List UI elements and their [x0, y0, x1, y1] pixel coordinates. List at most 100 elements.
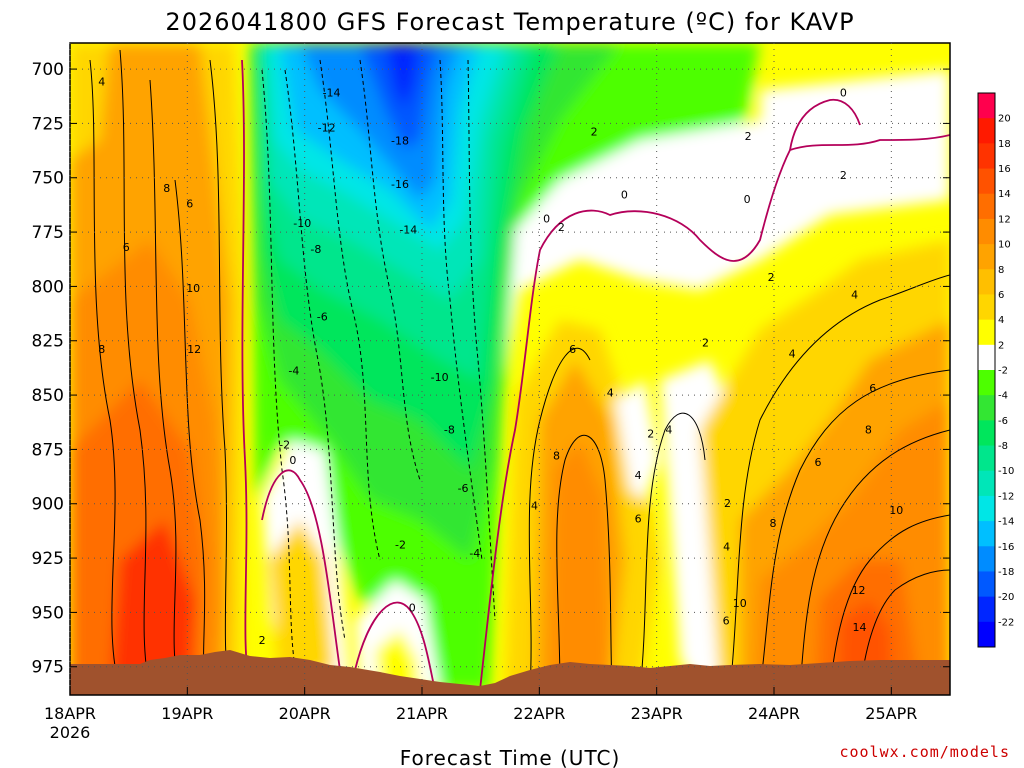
colorbar: 20 18 16 14 12 10 8 6 4 2 -2 -4 -6 -8 -10 -12 -14 -16 -18 -…	[977, 92, 1014, 648]
contour-line	[799, 429, 950, 691]
contour-line	[639, 412, 706, 691]
contour-label: 4	[635, 469, 642, 482]
contour-label: 14	[853, 621, 867, 634]
contour-label: 6	[123, 241, 130, 254]
contour-label: 6	[723, 615, 730, 628]
colorbar-swatch	[978, 244, 995, 270]
contour-line	[209, 59, 231, 691]
freezing-line	[789, 98, 861, 151]
freezing-line	[354, 601, 436, 691]
temperature-fill-regions	[70, 43, 950, 690]
y-tick-label: 700	[32, 60, 64, 80]
credit-text: coolwx.com/models	[839, 743, 1010, 761]
colorbar-swatch	[978, 319, 995, 346]
contour-label: 4	[531, 499, 538, 512]
colorbar-label: -20	[998, 592, 1014, 603]
freezing-line	[241, 59, 251, 691]
colorbar-label: 10	[998, 240, 1011, 251]
colorbar-frame	[977, 92, 996, 648]
x-tick-label: 18APR	[44, 704, 96, 723]
contour-label: 10	[186, 282, 200, 295]
contour-line	[261, 69, 301, 691]
contour-label: 8	[865, 423, 872, 436]
x-tick-label: 25APR	[865, 704, 917, 723]
contour-line	[467, 59, 496, 621]
x-axis-label: Forecast Time (UTC)	[400, 746, 621, 768]
contour-label: -18	[391, 134, 409, 147]
colorbar-label: -16	[998, 542, 1014, 553]
contour-line	[528, 347, 591, 691]
contour-line	[119, 49, 151, 691]
x-tick-label: 19APR	[161, 704, 213, 723]
contour-label: -2	[279, 439, 290, 452]
contour-label: 2	[840, 169, 847, 182]
colorbar-swatch	[978, 344, 995, 371]
contour-label: 0	[543, 213, 550, 226]
colorbar-swatch	[978, 294, 995, 321]
y-tick-label: 875	[32, 440, 64, 460]
contour-line	[174, 179, 206, 691]
contour-line	[829, 514, 950, 691]
contour-label: 12	[852, 584, 866, 597]
fill-east-warm-3	[550, 440, 610, 690]
contour-line	[359, 59, 421, 481]
colorbar-label: -22	[998, 617, 1014, 628]
contour-line	[759, 369, 950, 691]
contour-label: -14	[399, 223, 417, 236]
colorbar-label: 16	[998, 164, 1011, 175]
colorbar-label: -6	[998, 416, 1008, 427]
contour-line	[556, 435, 613, 691]
grid-lines	[69, 43, 950, 695]
contour-line	[284, 69, 346, 641]
contour-label: 4	[98, 76, 105, 89]
y-tick-label: 825	[32, 332, 64, 352]
colorbar-label: -18	[998, 567, 1014, 578]
contour-label: 8	[553, 449, 560, 462]
contour-label: -2	[395, 539, 406, 552]
plot-frame	[69, 42, 951, 696]
contour-line	[149, 79, 181, 691]
contour-line	[319, 59, 381, 561]
x-tick-label: 21APR	[396, 704, 448, 723]
colorbar-label: -10	[998, 466, 1014, 477]
contour-label: 6	[569, 343, 576, 356]
contour-label: 4	[789, 347, 796, 360]
contour-label: 0	[409, 602, 416, 615]
contour-label: 4	[851, 289, 858, 302]
contour-label: 2	[591, 126, 598, 139]
colorbar-label: -4	[998, 391, 1008, 402]
fill-yellow-west-edge	[200, 43, 245, 690]
colorbar-label: 14	[998, 189, 1011, 200]
x-tick-label: 23APR	[631, 704, 683, 723]
x-tick-label: 22APR	[513, 704, 565, 723]
colorbar-swatch	[978, 521, 995, 547]
colorbar-swatch	[978, 445, 995, 472]
y-tick-label: 850	[32, 386, 64, 406]
freezing-line	[261, 469, 341, 671]
colorbar-label: -14	[998, 517, 1014, 528]
y-tick-label: 750	[32, 169, 64, 189]
contour-label: -6	[317, 310, 328, 323]
contour-label: 2	[558, 221, 565, 234]
colorbar-swatch	[978, 395, 995, 421]
contour-label: 4	[665, 423, 672, 436]
contour-label: 0	[840, 86, 847, 99]
colorbar-swatch	[978, 495, 995, 522]
contour-label: 2	[724, 497, 731, 510]
colorbar-swatch	[978, 93, 995, 119]
x-tick-sublabel: 2026	[50, 723, 91, 742]
contour-label: -16	[391, 178, 409, 191]
y-tick-label: 800	[32, 277, 64, 297]
colorbar-swatch	[978, 118, 995, 144]
colorbar-swatch	[978, 370, 995, 396]
contour-line	[89, 59, 121, 691]
contour-label: -4	[469, 547, 480, 560]
contour-label: 6	[635, 512, 642, 525]
contour-label: 0	[621, 189, 628, 202]
colorbar-swatch	[978, 218, 995, 245]
fill-east-hole	[615, 380, 660, 500]
contour-label: 2	[647, 428, 654, 441]
contour-label: -6	[458, 482, 469, 495]
